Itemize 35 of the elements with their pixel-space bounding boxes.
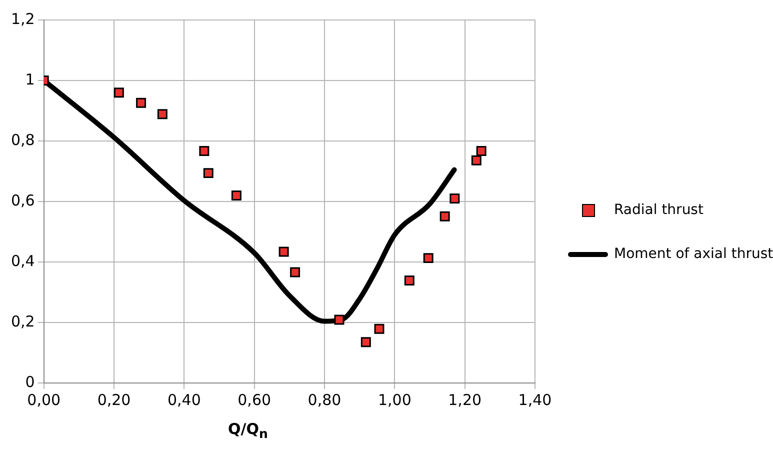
point: [423, 253, 434, 264]
y-tick-label: 0: [25, 372, 35, 391]
x-tick-label: 1,00: [378, 390, 412, 409]
point: [231, 190, 242, 200]
point: [404, 275, 414, 286]
point: [157, 109, 168, 120]
point: [476, 146, 486, 156]
x-tick-label: 0,00: [27, 390, 61, 409]
point: [203, 168, 214, 178]
point: [360, 337, 371, 348]
x-tick-label: 1,20: [448, 390, 482, 409]
x-axis-title: Q/Q$_{n}$: [228, 420, 268, 441]
y-tick-label: 1: [25, 70, 35, 88]
point: [136, 98, 146, 108]
point: [334, 314, 344, 325]
point: [440, 211, 450, 222]
y-tick-label: 0,8: [10, 130, 35, 149]
y-tick-label: 0,4: [10, 252, 35, 270]
point: [374, 324, 384, 334]
point: [114, 88, 124, 98]
y-tick-label: 0,2: [10, 312, 35, 330]
x-tick-label: 0,60: [238, 390, 272, 409]
x-tick-label: 1,40: [518, 390, 552, 409]
point: [471, 155, 482, 166]
point: [278, 246, 289, 257]
point: [450, 193, 460, 204]
legend-label: Moment of axial thrust: [614, 246, 773, 262]
y-tick-label: 1,2: [10, 10, 35, 28]
x-tick-label: 0,20: [97, 390, 131, 409]
point: [290, 267, 300, 278]
x-tick-label: 0,80: [308, 390, 342, 409]
x-tick-label: 0,40: [167, 390, 201, 409]
legend-label: Radial thrust: [614, 202, 704, 218]
y-tick-label: 0,6: [10, 191, 35, 210]
point: [199, 146, 210, 156]
